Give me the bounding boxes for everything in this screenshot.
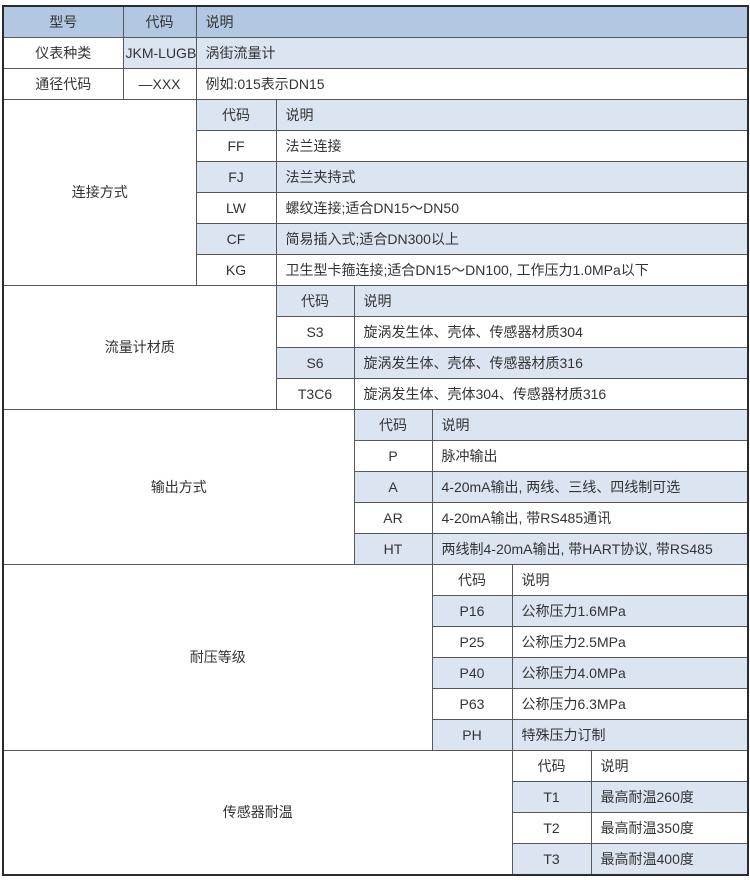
table-row: 连接方式 代码 说明: [2, 99, 749, 286]
table-row: FJ 法兰夹持式: [3, 161, 749, 193]
table-row: T2 最高耐温350度: [3, 812, 749, 844]
cell-desc: 公称压力6.3MPa: [511, 688, 749, 720]
cell-code: P40: [431, 657, 513, 689]
cell-desc: 旋涡发生体、壳体304、传感器材质316: [353, 378, 749, 410]
cell-desc: 简易插入式;适合DN300以上: [275, 223, 749, 255]
cell-code: P16: [431, 595, 513, 627]
table-row: 输出方式 代码 说明: [2, 409, 749, 565]
cell-label: 仪表种类: [2, 37, 124, 69]
subheader-cell-code: 代码: [431, 564, 513, 596]
section-label-output: 输出方式: [2, 409, 355, 565]
cell-desc: 卫生型卡箍连接;适合DN15～DN100, 工作压力1.0MPa以下: [275, 254, 749, 286]
cell-desc: 涡街流量计: [195, 37, 749, 69]
subheader-cell-desc: 说明: [275, 99, 749, 131]
cell-code: JKM-LUGB: [122, 37, 197, 69]
subheader-cell-desc: 说明: [511, 564, 749, 596]
cell-desc: 4-20mA输出, 两线、三线、四线制可选: [431, 471, 749, 503]
table-row: A 4-20mA输出, 两线、三线、四线制可选: [3, 471, 749, 503]
section-label-temperature: 传感器耐温: [2, 750, 513, 876]
header-cell-code: 代码: [122, 5, 197, 38]
subheader-cell-desc: 说明: [353, 285, 749, 317]
header-cell-model: 型号: [2, 5, 124, 38]
table-row: P16 公称压力1.6MPa: [3, 595, 749, 627]
cell-desc: 公称压力1.6MPa: [511, 595, 749, 627]
model-selection-table-wrap: 型号 代码 说明 仪表种类 JKM-LUGB 涡街流量计 通径代码 —XXX 例…: [2, 5, 750, 876]
table-row: PH 特殊压力订制: [3, 719, 749, 751]
table-row: T3C6 旋涡发生体、壳体304、传感器材质316: [3, 378, 749, 410]
cell-code: T3C6: [275, 378, 355, 410]
table-row: CF 简易插入式;适合DN300以上: [3, 223, 749, 255]
cell-desc: 公称压力2.5MPa: [511, 626, 749, 658]
table-row: P63 公称压力6.3MPa: [3, 688, 749, 720]
table-row: FF 法兰连接: [3, 130, 749, 162]
model-selection-table: 型号 代码 说明 仪表种类 JKM-LUGB 涡街流量计 通径代码 —XXX 例…: [2, 5, 750, 876]
section-label-pressure: 耐压等级: [2, 564, 433, 751]
table-row: 传感器耐温 代码 说明: [2, 750, 749, 876]
cell-code: T2: [511, 812, 592, 844]
table-row: P25 公称压力2.5MPa: [3, 626, 749, 658]
cell-code: PH: [431, 719, 513, 751]
cell-code: T1: [511, 781, 592, 813]
subheader-cell-desc: 说明: [431, 409, 749, 441]
table-row: AR 4-20mA输出, 带RS485通讯: [3, 502, 749, 534]
cell-code: —XXX: [122, 68, 197, 100]
table-row: LW 螺纹连接;适合DN15～DN50: [3, 192, 749, 224]
subheader-cell-code: 代码: [275, 285, 355, 317]
cell-code: LW: [195, 192, 277, 224]
subheader-cell-code: 代码: [353, 409, 433, 441]
table-row: KG 卫生型卡箍连接;适合DN15～DN100, 工作压力1.0MPa以下: [3, 254, 749, 286]
table-row: P 脉冲输出: [3, 440, 749, 472]
cell-desc: 法兰连接: [275, 130, 749, 162]
cell-desc: 螺纹连接;适合DN15～DN50: [275, 192, 749, 224]
header-cell-desc: 说明: [195, 5, 749, 38]
cell-label: 通径代码: [2, 68, 124, 100]
table-header-row: 型号 代码 说明: [2, 5, 749, 38]
cell-code: FJ: [195, 161, 277, 193]
cell-code: AR: [353, 502, 433, 534]
cell-desc: 最高耐温260度: [590, 781, 749, 813]
table-row: 流量计材质 代码 说明: [2, 285, 749, 410]
cell-desc: 脉冲输出: [431, 440, 749, 472]
cell-desc: 最高耐温350度: [590, 812, 749, 844]
cell-code: S6: [275, 347, 355, 379]
table-row: 仪表种类 JKM-LUGB 涡街流量计: [2, 37, 749, 69]
section-label-material: 流量计材质: [2, 285, 277, 410]
cell-code: FF: [195, 130, 277, 162]
cell-desc: 4-20mA输出, 带RS485通讯: [431, 502, 749, 534]
cell-code: S3: [275, 316, 355, 348]
cell-desc: 两线制4-20mA输出, 带HART协议, 带RS485: [431, 533, 749, 565]
cell-desc: 最高耐温400度: [590, 843, 749, 876]
cell-desc: 例如:015表示DN15: [195, 68, 749, 100]
table-row: HT 两线制4-20mA输出, 带HART协议, 带RS485: [3, 533, 749, 565]
table-row: T1 最高耐温260度: [3, 781, 749, 813]
cell-code: P25: [431, 626, 513, 658]
subheader-cell-desc: 说明: [590, 750, 749, 782]
cell-code: P63: [431, 688, 513, 720]
cell-code: CF: [195, 223, 277, 255]
subheader-cell-code: 代码: [511, 750, 592, 782]
cell-code: A: [353, 471, 433, 503]
cell-code: T3: [511, 843, 592, 876]
cell-desc: 法兰夹持式: [275, 161, 749, 193]
cell-code: HT: [353, 533, 433, 565]
cell-code: KG: [195, 254, 277, 286]
table-row: 耐压等级 代码 说明: [2, 564, 749, 751]
cell-desc: 旋涡发生体、壳体、传感器材质304: [353, 316, 749, 348]
cell-code: P: [353, 440, 433, 472]
cell-desc: 公称压力4.0MPa: [511, 657, 749, 689]
section-label-connection: 连接方式: [2, 99, 197, 286]
cell-desc: 旋涡发生体、壳体、传感器材质316: [353, 347, 749, 379]
subheader-cell-code: 代码: [195, 99, 277, 131]
table-row: S6 旋涡发生体、壳体、传感器材质316: [3, 347, 749, 379]
cell-desc: 特殊压力订制: [511, 719, 749, 751]
table-row: 通径代码 —XXX 例如:015表示DN15: [2, 68, 749, 100]
